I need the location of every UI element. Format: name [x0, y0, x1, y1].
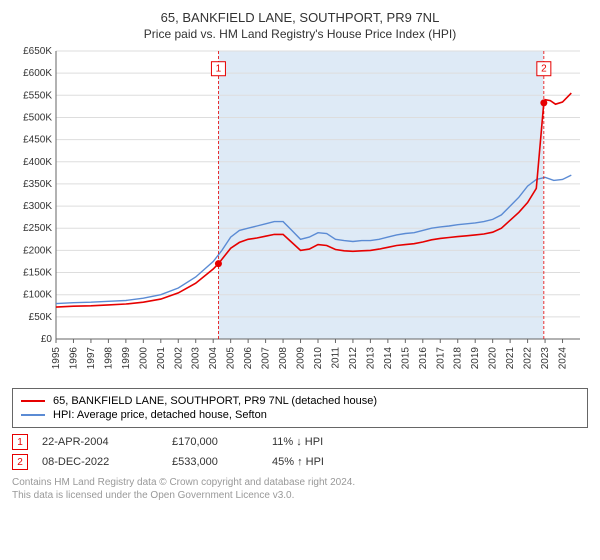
- svg-text:2020: 2020: [488, 347, 499, 370]
- legend-label: HPI: Average price, detached house, Seft…: [53, 409, 267, 421]
- svg-text:£50K: £50K: [29, 312, 53, 323]
- svg-text:2017: 2017: [435, 347, 446, 370]
- footer-line-1: Contains HM Land Registry data © Crown c…: [12, 476, 588, 489]
- svg-text:2: 2: [541, 64, 547, 75]
- event-row: 1 22-APR-2004 £170,000 11% ↓ HPI: [12, 434, 588, 450]
- svg-text:2016: 2016: [418, 347, 429, 370]
- svg-text:£350K: £350K: [23, 179, 52, 190]
- svg-text:1995: 1995: [51, 347, 62, 370]
- svg-text:2004: 2004: [208, 347, 219, 370]
- svg-text:£250K: £250K: [23, 223, 52, 234]
- event-marker-2: 2: [12, 454, 28, 470]
- svg-text:£300K: £300K: [23, 201, 52, 212]
- chart-plot: £0 £50K £100K £150K £200K £250K £300K £350K £400…: [12, 45, 588, 380]
- svg-text:1999: 1999: [121, 347, 132, 370]
- svg-text:1997: 1997: [86, 347, 97, 370]
- legend: 65, BANKFIELD LANE, SOUTHPORT, PR9 7NL (…: [12, 388, 588, 428]
- event-date: 22-APR-2004: [42, 436, 172, 448]
- legend-item: 65, BANKFIELD LANE, SOUTHPORT, PR9 7NL (…: [21, 395, 579, 407]
- chart-container: 65, BANKFIELD LANE, SOUTHPORT, PR9 7NL P…: [0, 0, 600, 510]
- svg-text:2019: 2019: [470, 347, 481, 370]
- svg-text:£650K: £650K: [23, 46, 52, 57]
- svg-text:2015: 2015: [400, 347, 411, 370]
- svg-text:2009: 2009: [296, 347, 307, 370]
- chart-title: 65, BANKFIELD LANE, SOUTHPORT, PR9 7NL: [12, 10, 588, 25]
- svg-text:2022: 2022: [523, 347, 534, 370]
- legend-item: HPI: Average price, detached house, Seft…: [21, 409, 579, 421]
- svg-text:£0: £0: [41, 334, 53, 345]
- svg-text:2005: 2005: [226, 347, 237, 370]
- svg-text:2013: 2013: [365, 347, 376, 370]
- svg-text:2006: 2006: [243, 347, 254, 370]
- event-diff: 45% ↑ HPI: [272, 456, 372, 468]
- svg-text:£450K: £450K: [23, 135, 52, 146]
- svg-text:2000: 2000: [138, 347, 149, 370]
- event-row: 2 08-DEC-2022 £533,000 45% ↑ HPI: [12, 454, 588, 470]
- svg-text:£200K: £200K: [23, 245, 52, 256]
- chart-svg: £0 £50K £100K £150K £200K £250K £300K £350K £400…: [12, 45, 588, 375]
- svg-text:£500K: £500K: [23, 112, 52, 123]
- svg-text:£150K: £150K: [23, 268, 52, 279]
- event-price: £170,000: [172, 436, 272, 448]
- svg-text:2001: 2001: [156, 347, 167, 370]
- svg-text:2002: 2002: [173, 347, 184, 370]
- svg-text:2012: 2012: [348, 347, 359, 370]
- svg-text:2008: 2008: [278, 347, 289, 370]
- legend-swatch-property: [21, 400, 45, 402]
- event-date: 08-DEC-2022: [42, 456, 172, 468]
- svg-text:2007: 2007: [261, 347, 272, 370]
- svg-text:1996: 1996: [68, 347, 79, 370]
- event-marker-1: 1: [12, 434, 28, 450]
- svg-text:2011: 2011: [330, 347, 341, 369]
- svg-text:2018: 2018: [453, 347, 464, 370]
- footer: Contains HM Land Registry data © Crown c…: [12, 476, 588, 502]
- svg-text:1998: 1998: [103, 347, 114, 370]
- chart-titles: 65, BANKFIELD LANE, SOUTHPORT, PR9 7NL P…: [12, 10, 588, 41]
- footer-line-2: This data is licensed under the Open Gov…: [12, 489, 588, 502]
- svg-text:2014: 2014: [383, 347, 394, 370]
- event-diff: 11% ↓ HPI: [272, 436, 372, 448]
- svg-text:£600K: £600K: [23, 68, 52, 79]
- svg-text:£400K: £400K: [23, 157, 52, 168]
- legend-swatch-hpi: [21, 414, 45, 416]
- svg-text:2021: 2021: [505, 347, 516, 370]
- svg-text:£550K: £550K: [23, 90, 52, 101]
- svg-text:2024: 2024: [558, 347, 569, 370]
- event-price: £533,000: [172, 456, 272, 468]
- svg-text:2010: 2010: [313, 347, 324, 370]
- legend-label: 65, BANKFIELD LANE, SOUTHPORT, PR9 7NL (…: [53, 395, 377, 407]
- svg-text:£100K: £100K: [23, 290, 52, 301]
- svg-text:2003: 2003: [191, 347, 202, 370]
- chart-subtitle: Price paid vs. HM Land Registry's House …: [12, 27, 588, 41]
- svg-text:2023: 2023: [540, 347, 551, 370]
- svg-text:1: 1: [216, 64, 222, 75]
- event-table: 1 22-APR-2004 £170,000 11% ↓ HPI 2 08-DE…: [12, 434, 588, 470]
